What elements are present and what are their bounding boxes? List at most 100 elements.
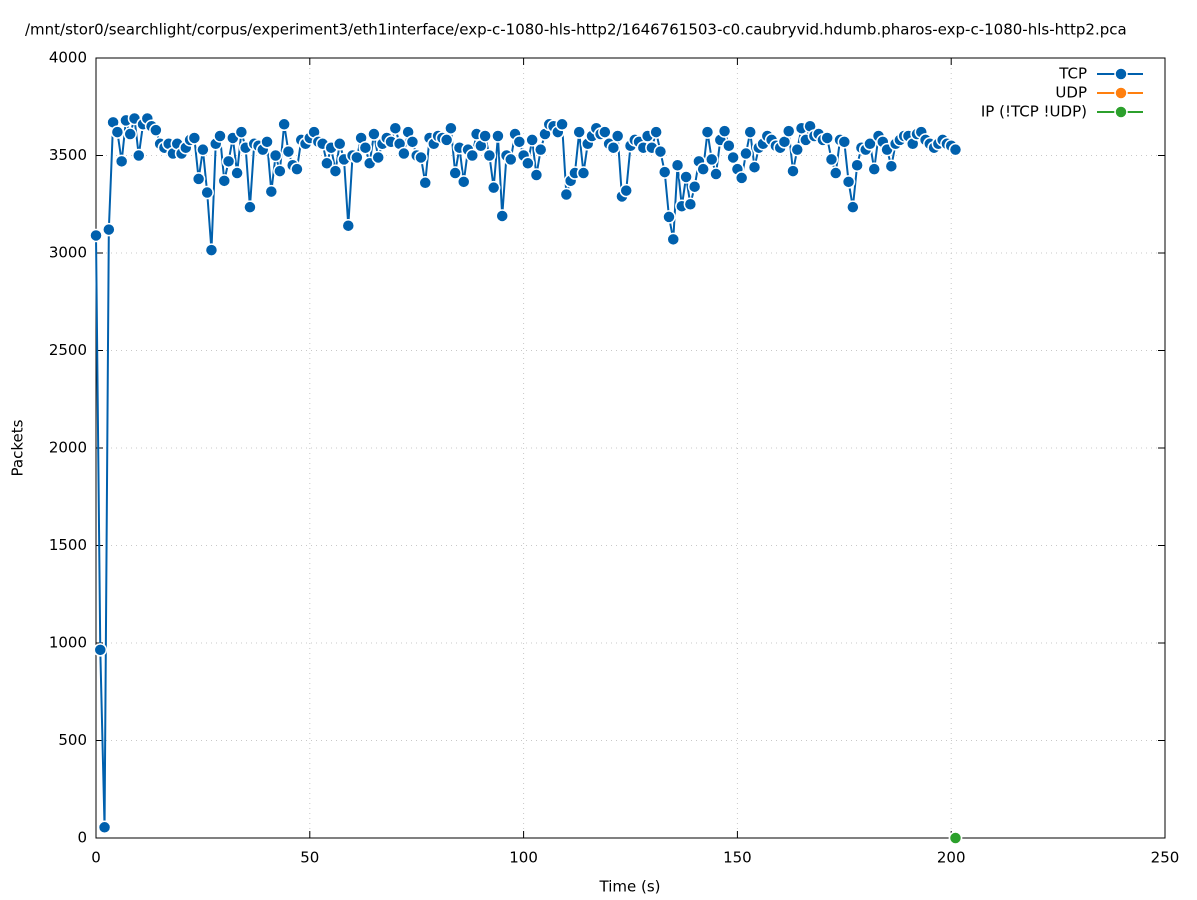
data-point bbox=[268, 148, 283, 163]
y-tick-label: 3000 bbox=[49, 244, 87, 262]
data-point bbox=[290, 162, 304, 176]
data-point bbox=[196, 142, 210, 157]
data-point bbox=[97, 820, 112, 835]
data-point bbox=[781, 124, 796, 138]
data-point bbox=[704, 152, 719, 167]
data-point bbox=[722, 139, 736, 153]
data-point bbox=[187, 131, 202, 145]
legend-marker bbox=[1114, 86, 1128, 100]
data-point bbox=[213, 129, 227, 143]
data-point bbox=[610, 129, 625, 143]
data-point bbox=[358, 140, 373, 155]
data-point bbox=[743, 125, 757, 139]
data-point bbox=[230, 166, 244, 180]
data-point bbox=[123, 127, 137, 141]
data-point bbox=[444, 121, 458, 135]
data-point bbox=[662, 210, 676, 224]
data-point bbox=[786, 164, 800, 178]
data-point bbox=[837, 135, 852, 149]
data-point bbox=[666, 232, 681, 247]
data-point bbox=[456, 175, 471, 189]
data-point bbox=[679, 170, 693, 184]
plot-frame bbox=[95, 57, 1166, 839]
x-tick-label: 100 bbox=[509, 849, 538, 867]
data-point bbox=[388, 121, 403, 135]
data-point bbox=[709, 167, 723, 181]
data-point bbox=[243, 200, 257, 214]
data-point bbox=[448, 166, 462, 180]
x-axis-label: Time (s) bbox=[599, 878, 661, 896]
data-point bbox=[114, 154, 129, 169]
y-tick-label: 2000 bbox=[49, 439, 87, 457]
data-point bbox=[418, 176, 433, 190]
y-tick-label: 0 bbox=[77, 829, 87, 847]
data-point bbox=[204, 243, 219, 257]
data-point bbox=[726, 150, 740, 165]
data-point bbox=[371, 150, 385, 165]
data-point bbox=[405, 135, 420, 149]
data-point bbox=[828, 166, 843, 180]
data-point bbox=[683, 197, 698, 211]
legend-label: UDP bbox=[1055, 84, 1087, 102]
legend-label: TCP bbox=[1058, 65, 1087, 83]
data-point bbox=[863, 137, 877, 151]
data-point bbox=[700, 125, 715, 139]
data-point bbox=[414, 150, 428, 165]
data-point bbox=[332, 137, 347, 151]
data-point bbox=[495, 209, 509, 223]
data-point bbox=[572, 125, 586, 139]
y-tick-label: 4000 bbox=[49, 49, 87, 67]
x-tick-label: 0 bbox=[91, 849, 101, 867]
data-point bbox=[846, 200, 860, 214]
legend-marker bbox=[1114, 105, 1128, 119]
data-point bbox=[529, 168, 544, 182]
data-point bbox=[525, 133, 539, 147]
x-tick-label: 50 bbox=[300, 849, 319, 867]
data-point bbox=[649, 125, 663, 139]
data-point bbox=[132, 148, 146, 163]
data-point bbox=[486, 180, 501, 195]
data-point bbox=[234, 125, 249, 139]
data-point bbox=[102, 222, 116, 237]
legend-label: IP (!TCP !UDP) bbox=[981, 103, 1087, 121]
data-point bbox=[93, 643, 108, 657]
data-point bbox=[820, 131, 834, 145]
data-point bbox=[824, 152, 839, 167]
data-point bbox=[264, 184, 279, 199]
data-point bbox=[717, 124, 732, 138]
data-point bbox=[512, 135, 527, 149]
data-point bbox=[504, 152, 518, 167]
y-tick-label: 1000 bbox=[49, 634, 87, 652]
data-point bbox=[320, 156, 334, 171]
data-point bbox=[260, 135, 274, 149]
data-point bbox=[790, 142, 805, 157]
data-point bbox=[221, 154, 236, 169]
data-point bbox=[619, 183, 633, 198]
data-point bbox=[606, 140, 621, 155]
data-point bbox=[89, 228, 103, 243]
data-point bbox=[341, 218, 356, 233]
data-point bbox=[281, 144, 296, 159]
data-point bbox=[273, 164, 287, 178]
data-point bbox=[110, 125, 125, 139]
y-tick-label: 1500 bbox=[49, 536, 87, 554]
data-point bbox=[439, 133, 454, 147]
data-point bbox=[328, 164, 343, 178]
data-point bbox=[696, 162, 710, 176]
data-point bbox=[465, 148, 480, 163]
data-point bbox=[884, 159, 899, 173]
data-point bbox=[653, 144, 668, 159]
y-axis-label: Packets bbox=[9, 419, 27, 476]
data-point bbox=[598, 125, 612, 139]
data-point bbox=[482, 148, 497, 163]
data-point bbox=[533, 142, 548, 157]
data-point bbox=[739, 146, 753, 161]
data-point bbox=[747, 160, 762, 174]
data-point bbox=[670, 158, 685, 172]
x-tick-label: 200 bbox=[937, 849, 966, 867]
data-point bbox=[350, 150, 364, 165]
data-point bbox=[397, 146, 411, 161]
data-point bbox=[149, 123, 163, 137]
y-tick-label: 500 bbox=[58, 731, 87, 749]
